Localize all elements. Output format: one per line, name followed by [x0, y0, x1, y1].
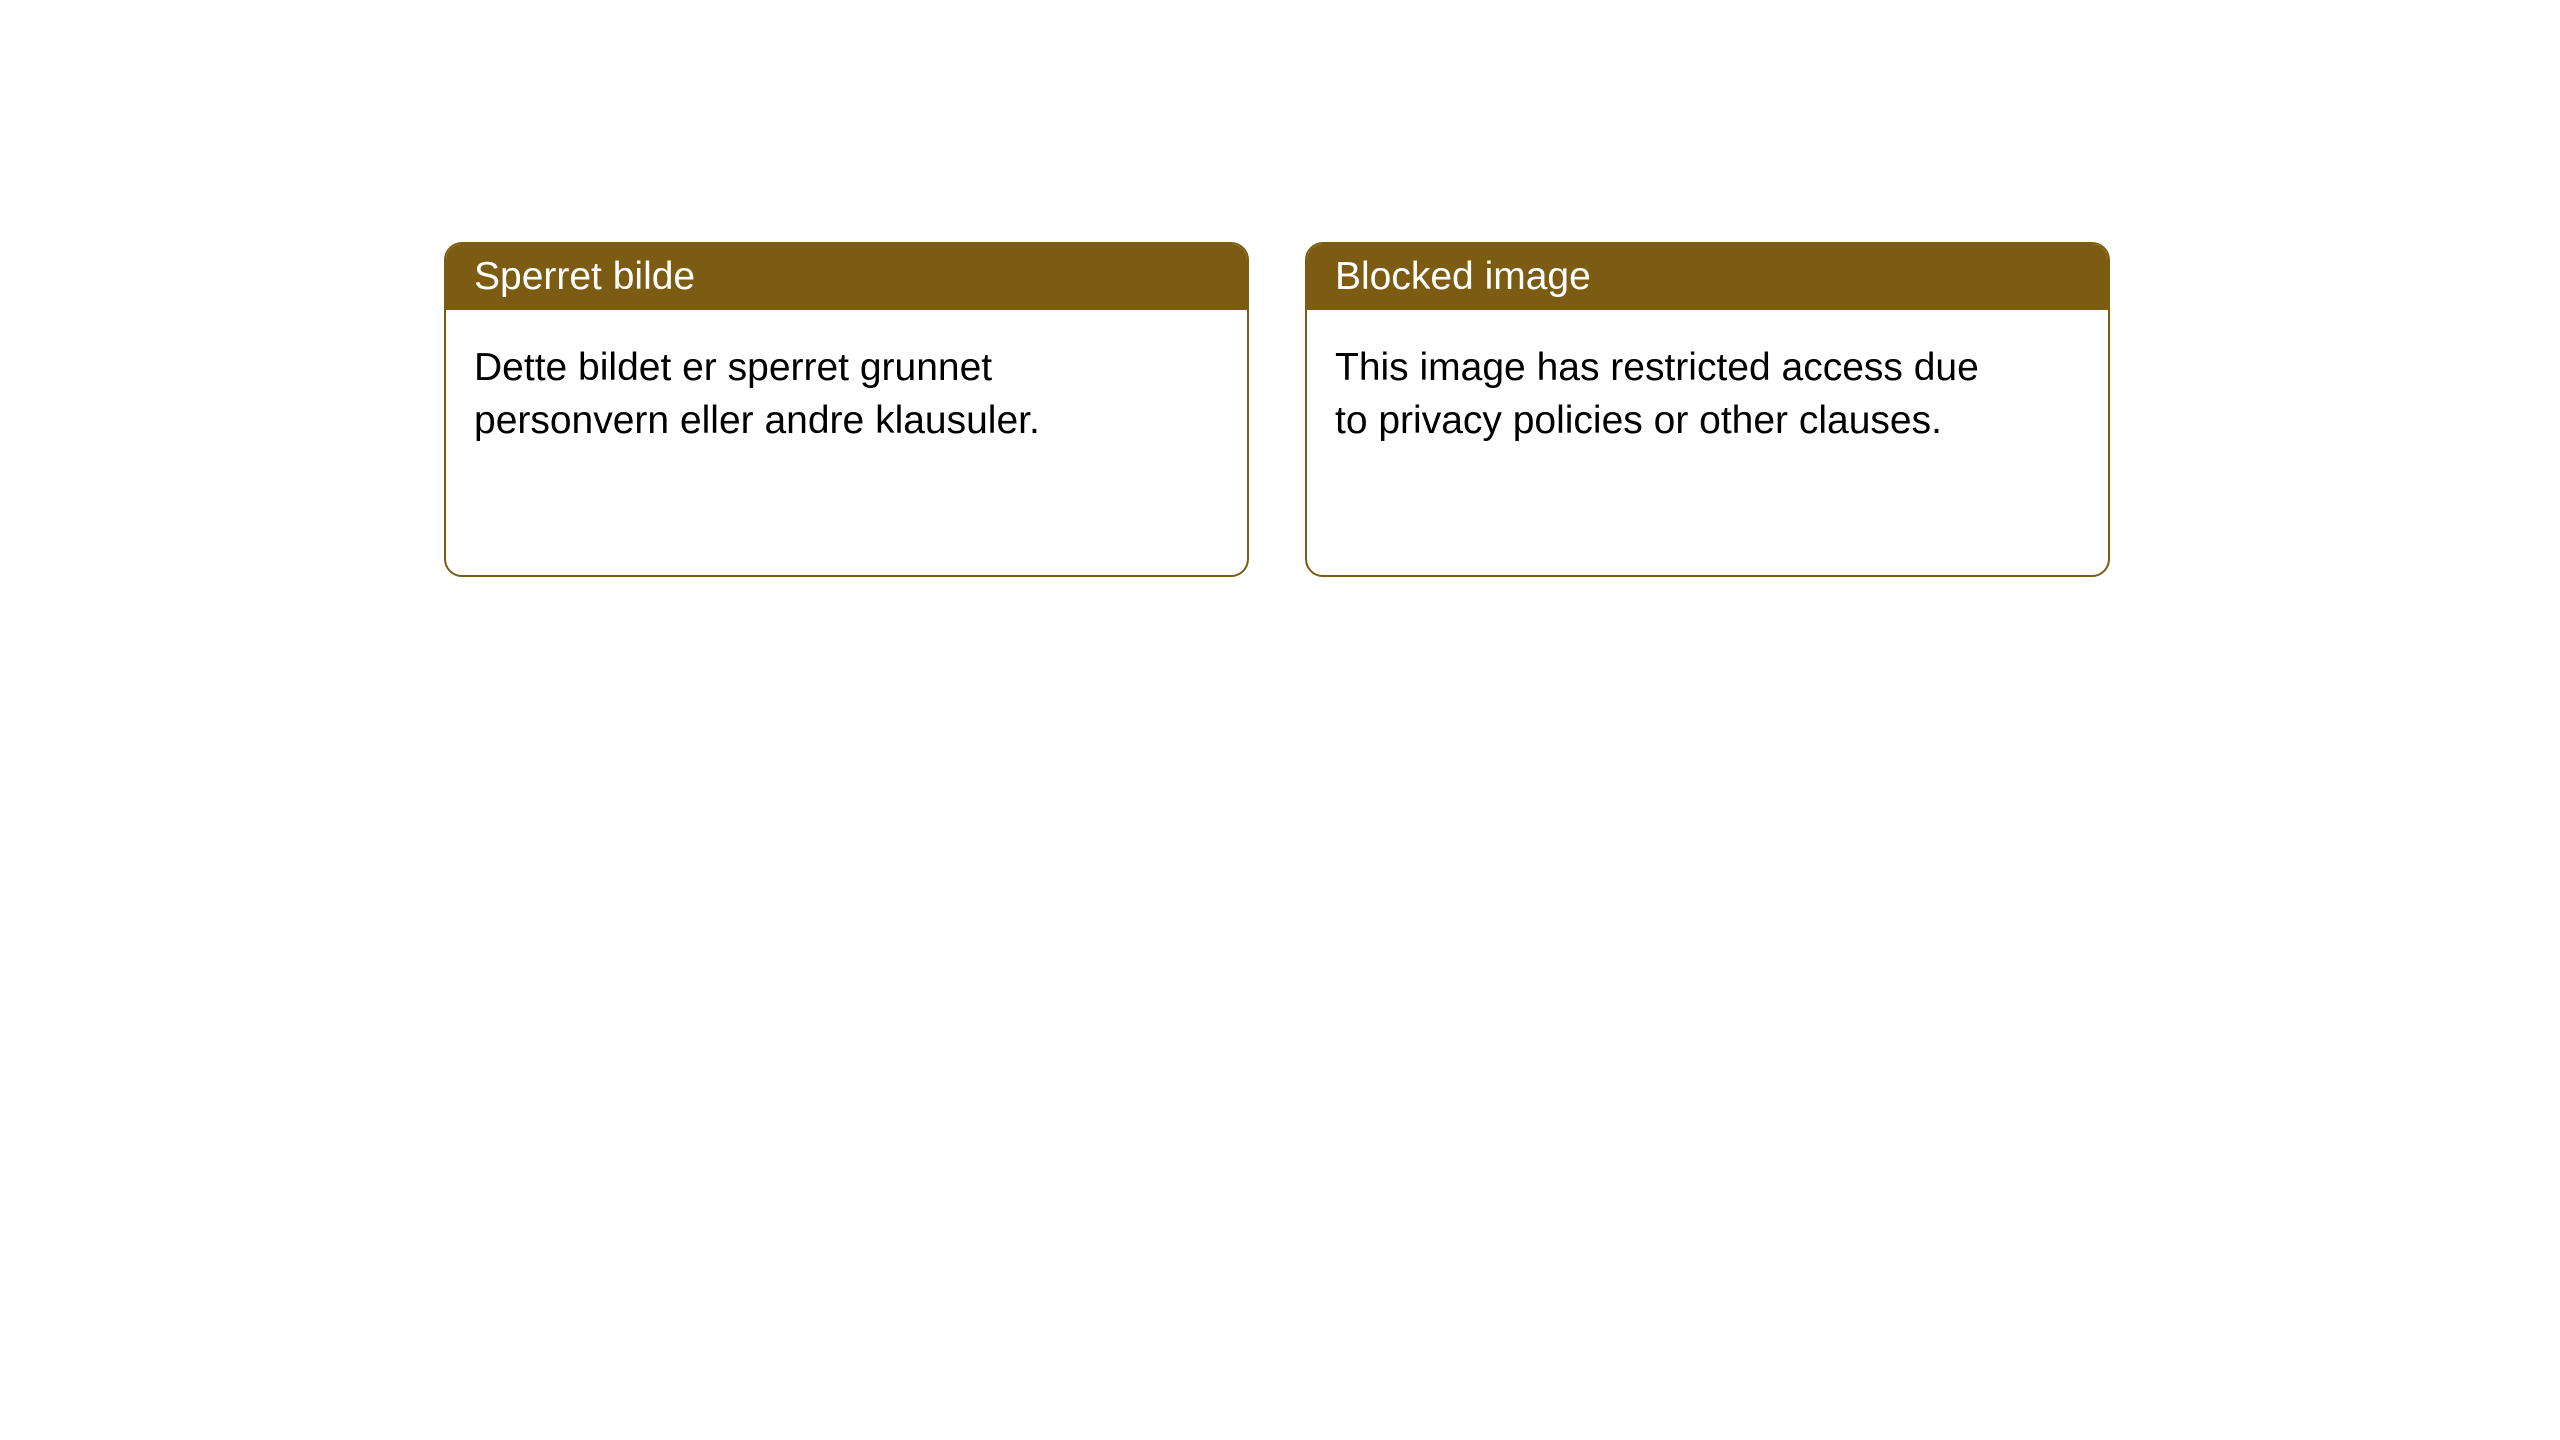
notice-body-english: This image has restricted access due to …: [1307, 310, 2027, 479]
notice-title-english: Blocked image: [1307, 244, 2108, 310]
notice-container: Sperret bilde Dette bildet er sperret gr…: [444, 242, 2110, 577]
notice-card-english: Blocked image This image has restricted …: [1305, 242, 2110, 577]
notice-title-norwegian: Sperret bilde: [446, 244, 1247, 310]
notice-card-norwegian: Sperret bilde Dette bildet er sperret gr…: [444, 242, 1249, 577]
notice-body-norwegian: Dette bildet er sperret grunnet personve…: [446, 310, 1166, 479]
